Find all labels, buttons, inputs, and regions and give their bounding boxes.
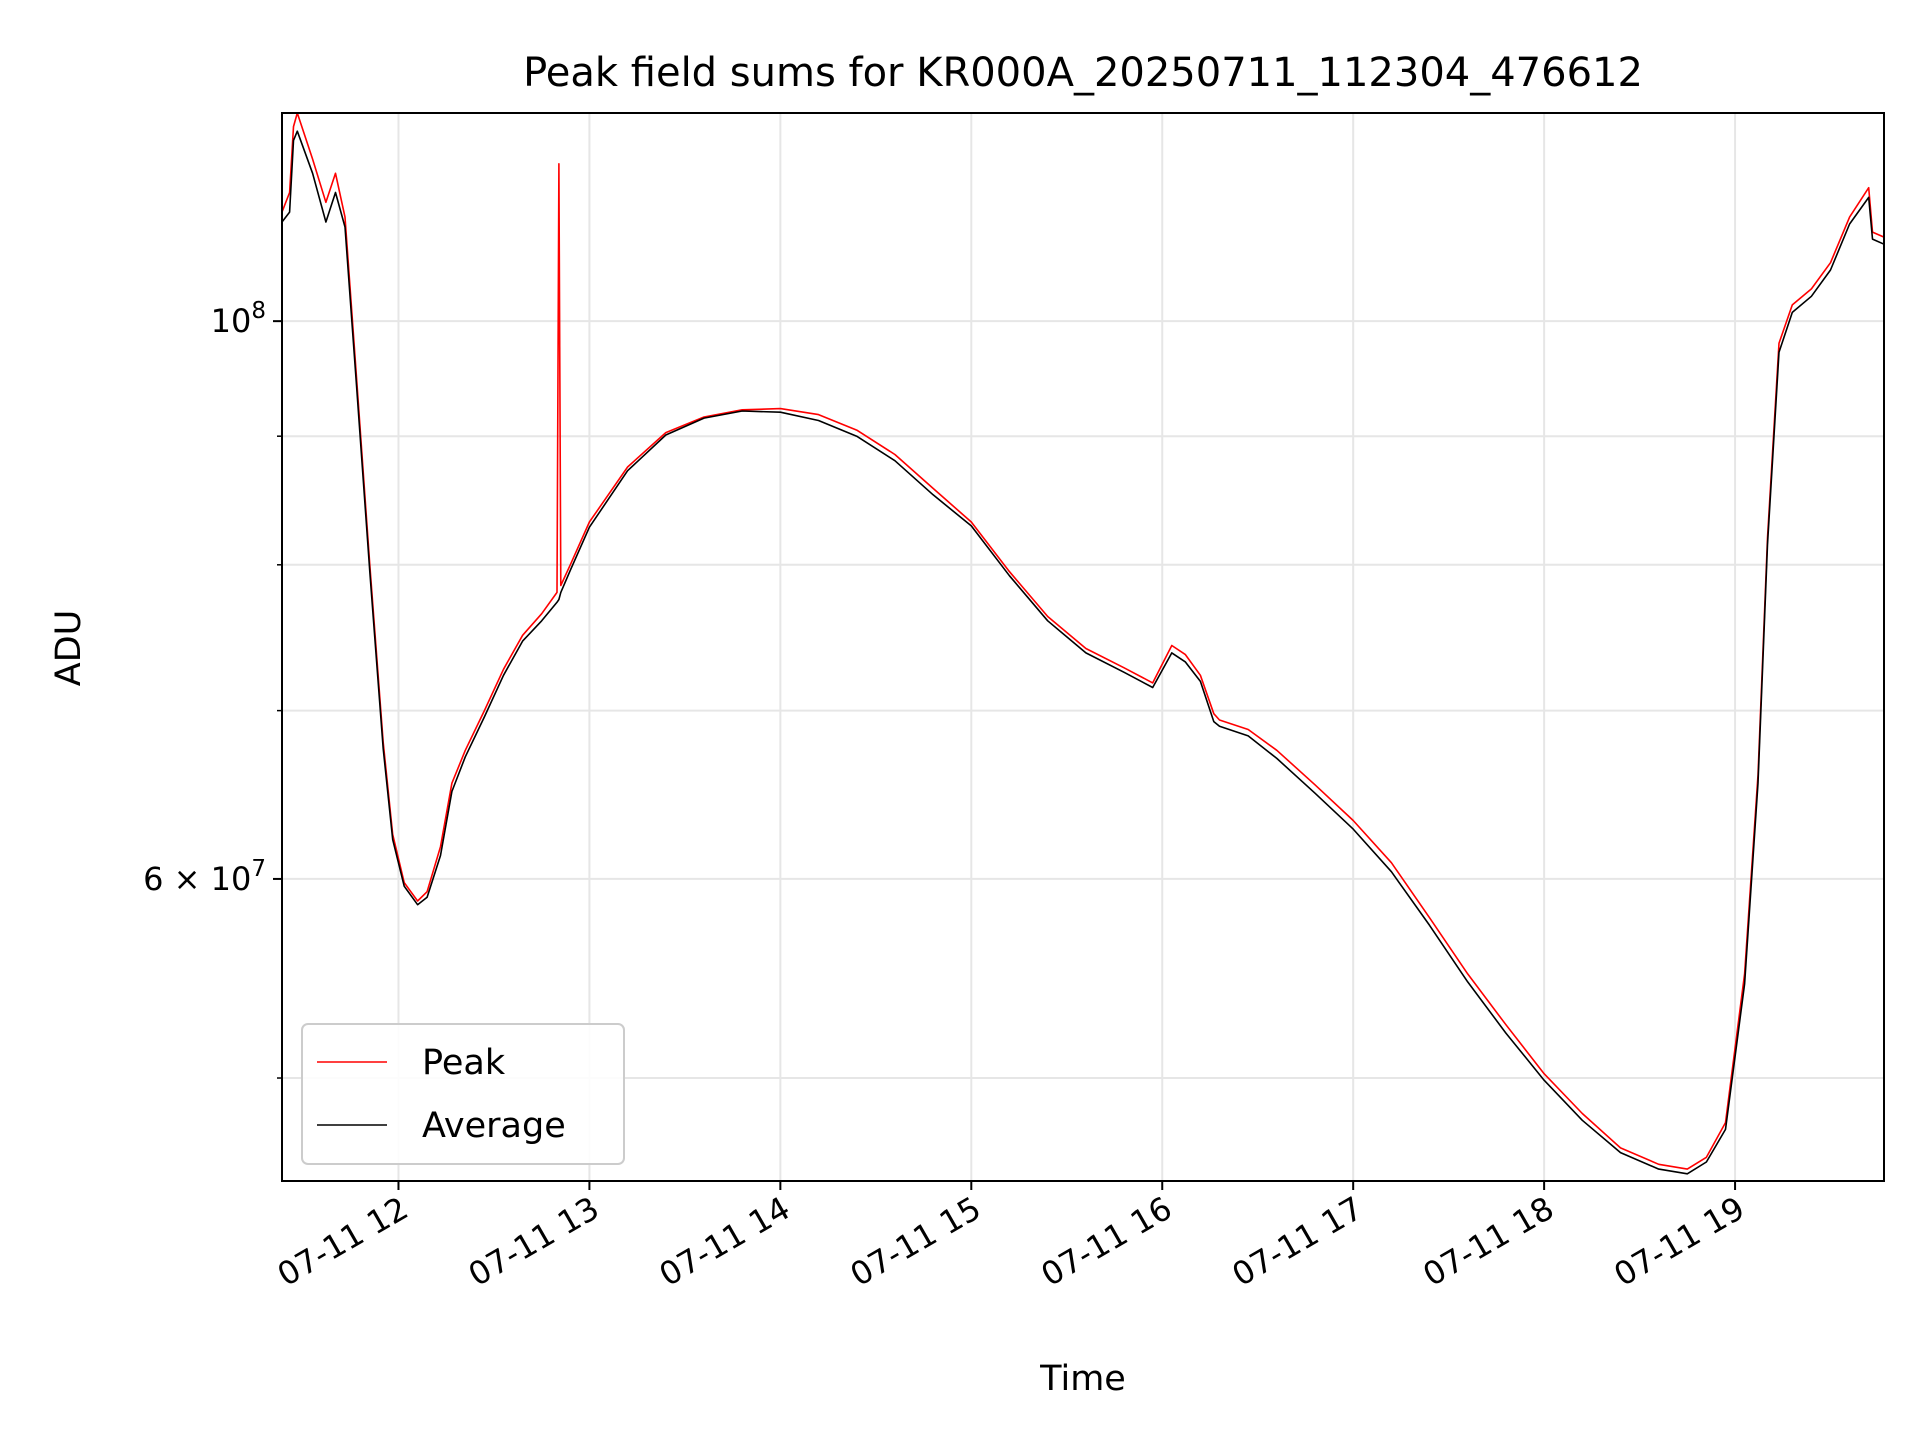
plot-frame bbox=[281, 112, 1885, 1182]
y-axis-label: ADU bbox=[49, 610, 89, 687]
legend: Peak Average bbox=[301, 1023, 625, 1165]
legend-box bbox=[301, 1023, 625, 1165]
series-line-peak bbox=[281, 112, 1885, 1170]
legend-label-peak: Peak bbox=[422, 1043, 506, 1083]
y-tick-label: 6 × 107 bbox=[143, 856, 266, 898]
y-tick-label: 108 bbox=[211, 298, 266, 340]
legend-label-average: Average bbox=[422, 1106, 566, 1146]
series-lines bbox=[281, 112, 1885, 1175]
x-axis-label: Time bbox=[1039, 1359, 1126, 1399]
chart-title: Peak field sums for KR000A_20250711_1123… bbox=[523, 50, 1643, 96]
series-line-average bbox=[281, 130, 1885, 1175]
